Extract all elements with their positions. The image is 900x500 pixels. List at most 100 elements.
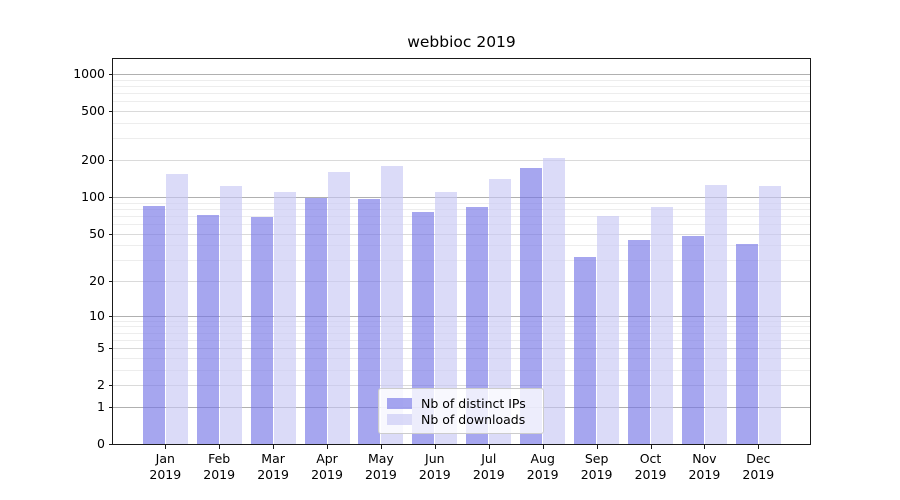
gridline-6 — [113, 339, 810, 341]
x-tick-label-jul: Jul 2019 — [461, 451, 517, 483]
x-tick-month: Feb — [208, 451, 231, 466]
legend-swatch-downloads — [387, 413, 412, 425]
x-tick-year: 2019 — [364, 467, 397, 482]
x-tick-year: 2019 — [472, 467, 505, 482]
gridline-500 — [113, 111, 810, 113]
bar-distinct-ips-jul — [466, 206, 489, 444]
y-tick-mark-20 — [109, 281, 113, 282]
y-tick-mark-100 — [109, 196, 113, 198]
legend-label-distinct-ips: Nb of distinct IPs — [421, 395, 526, 411]
gridline-300 — [113, 138, 810, 140]
gridline-40 — [113, 245, 810, 247]
x-tick-mark-sep — [596, 445, 598, 449]
bar-downloads-jan — [165, 173, 188, 444]
y-tick-mark-10 — [109, 315, 113, 317]
bar-downloads-sep — [597, 215, 620, 444]
x-tick-month: Oct — [639, 451, 662, 466]
x-tick-label-jan: Jan 2019 — [137, 451, 193, 483]
y-tick-mark-1000 — [109, 74, 113, 75]
bar-downloads-may — [381, 165, 404, 444]
y-tick-mark-2 — [109, 385, 113, 387]
legend-row-downloads: Nb of downloads — [387, 411, 535, 427]
gridline-800 — [113, 86, 810, 87]
gridline-200 — [113, 160, 810, 161]
x-tick-month: Dec — [746, 451, 771, 466]
x-tick-year: 2019 — [580, 467, 613, 482]
gridline-50 — [113, 233, 810, 235]
y-tick-label-2: 2 — [97, 377, 105, 393]
bar-distinct-ips-jan — [142, 206, 165, 444]
x-tick-year: 2019 — [311, 467, 343, 482]
y-tick-mark-50 — [109, 233, 113, 235]
x-tick-mark-nov — [704, 445, 706, 449]
x-tick-year: 2019 — [688, 467, 721, 482]
gridline-70 — [113, 215, 810, 217]
gridline-20 — [113, 281, 810, 282]
y-tick-label-1: 1 — [97, 398, 105, 414]
x-tick-mark-aug — [542, 445, 544, 449]
x-tick-label-sep: Sep 2019 — [569, 451, 625, 483]
gridline-3 — [113, 369, 810, 371]
gridline-100 — [113, 196, 810, 198]
x-tick-label-may: May 2019 — [353, 451, 409, 483]
x-tick-year: 2019 — [203, 467, 236, 482]
gridline-600 — [113, 101, 810, 103]
bar-downloads-jun — [435, 191, 458, 444]
plot-area: Nb of distinct IPs Nb of downloads — [112, 58, 811, 445]
bar-distinct-ips-sep — [574, 256, 597, 444]
bar-distinct-ips-feb — [196, 215, 219, 444]
x-tick-month: Nov — [692, 451, 717, 466]
x-tick-mark-may — [380, 445, 382, 449]
bar-downloads-nov — [704, 184, 727, 444]
bar-downloads-oct — [651, 207, 673, 444]
x-tick-mark-mar — [273, 445, 275, 449]
chart-title: webbioc 2019 — [407, 33, 516, 51]
x-tick-label-apr: Apr 2019 — [299, 451, 355, 483]
x-tick-label-jun: Jun 2019 — [407, 451, 463, 483]
gridline-4 — [113, 357, 810, 359]
legend-swatch-distinct-ips — [387, 397, 412, 409]
x-tick-month: Aug — [530, 451, 555, 466]
bar-distinct-ips-oct — [628, 240, 650, 444]
gridline-30 — [113, 260, 810, 262]
y-tick-label-50: 50 — [89, 225, 105, 241]
gridline-9 — [113, 320, 810, 322]
y-tick-mark-500 — [109, 111, 113, 113]
gridline-80 — [113, 208, 810, 210]
bar-downloads-apr — [327, 171, 350, 444]
x-tick-label-dec: Dec 2019 — [730, 451, 786, 483]
y-tick-mark-5 — [109, 348, 113, 350]
y-tick-mark-200 — [109, 160, 113, 161]
y-tick-mark-0 — [109, 444, 113, 445]
y-tick-label-100: 100 — [81, 188, 105, 204]
x-tick-month: Mar — [261, 451, 285, 466]
bar-distinct-ips-aug — [520, 168, 543, 444]
bar-distinct-ips-jun — [412, 212, 435, 444]
x-tick-year: 2019 — [149, 467, 182, 482]
legend-row-distinct-ips: Nb of distinct IPs — [387, 395, 535, 411]
x-tick-month: Jan — [155, 451, 175, 466]
x-tick-year: 2019 — [257, 467, 289, 482]
x-tick-month: May — [367, 451, 394, 466]
y-tick-label-5: 5 — [97, 340, 105, 356]
y-tick-label-10: 10 — [89, 307, 105, 323]
gridline-90 — [113, 202, 810, 204]
x-tick-mark-jun — [434, 445, 436, 449]
y-tick-mark-1 — [109, 406, 113, 408]
x-tick-label-aug: Aug 2019 — [515, 451, 571, 483]
gridline-60 — [113, 223, 810, 225]
gridline-1000 — [113, 74, 810, 75]
x-tick-label-feb: Feb 2019 — [191, 451, 247, 483]
y-tick-label-1000: 1000 — [73, 66, 105, 81]
x-tick-month: Jun — [425, 451, 445, 466]
x-tick-year: 2019 — [742, 467, 775, 482]
bar-distinct-ips-apr — [304, 197, 327, 444]
x-tick-mark-apr — [327, 445, 328, 449]
gridline-5 — [113, 348, 810, 350]
bar-distinct-ips-may — [358, 199, 381, 444]
bar-downloads-jul — [489, 179, 512, 444]
x-tick-mark-jan — [165, 445, 167, 449]
x-tick-mark-feb — [219, 445, 221, 449]
legend-label-downloads: Nb of downloads — [421, 411, 526, 427]
